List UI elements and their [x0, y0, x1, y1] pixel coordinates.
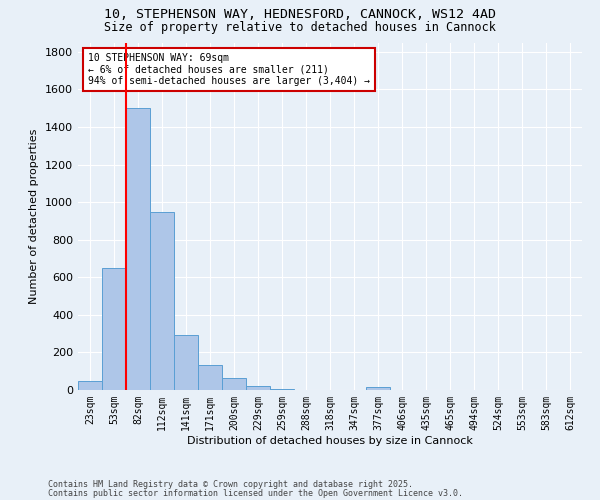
- Text: Size of property relative to detached houses in Cannock: Size of property relative to detached ho…: [104, 21, 496, 34]
- Bar: [102, 268, 126, 390]
- Bar: [78, 381, 102, 390]
- Bar: [198, 364, 222, 390]
- Text: 10, STEPHENSON WAY, HEDNESFORD, CANNOCK, WS12 4AD: 10, STEPHENSON WAY, HEDNESFORD, CANNOCK,…: [104, 8, 496, 20]
- Bar: [366, 387, 390, 390]
- Y-axis label: Number of detached properties: Number of detached properties: [29, 128, 40, 304]
- Bar: [126, 108, 150, 390]
- Bar: [270, 389, 294, 390]
- Text: Contains public sector information licensed under the Open Government Licence v3: Contains public sector information licen…: [48, 488, 463, 498]
- Bar: [150, 212, 174, 390]
- Bar: [222, 378, 246, 390]
- Bar: [174, 334, 198, 390]
- Text: Contains HM Land Registry data © Crown copyright and database right 2025.: Contains HM Land Registry data © Crown c…: [48, 480, 413, 489]
- Bar: [246, 386, 270, 390]
- Text: 10 STEPHENSON WAY: 69sqm
← 6% of detached houses are smaller (211)
94% of semi-d: 10 STEPHENSON WAY: 69sqm ← 6% of detache…: [88, 53, 370, 86]
- X-axis label: Distribution of detached houses by size in Cannock: Distribution of detached houses by size …: [187, 436, 473, 446]
